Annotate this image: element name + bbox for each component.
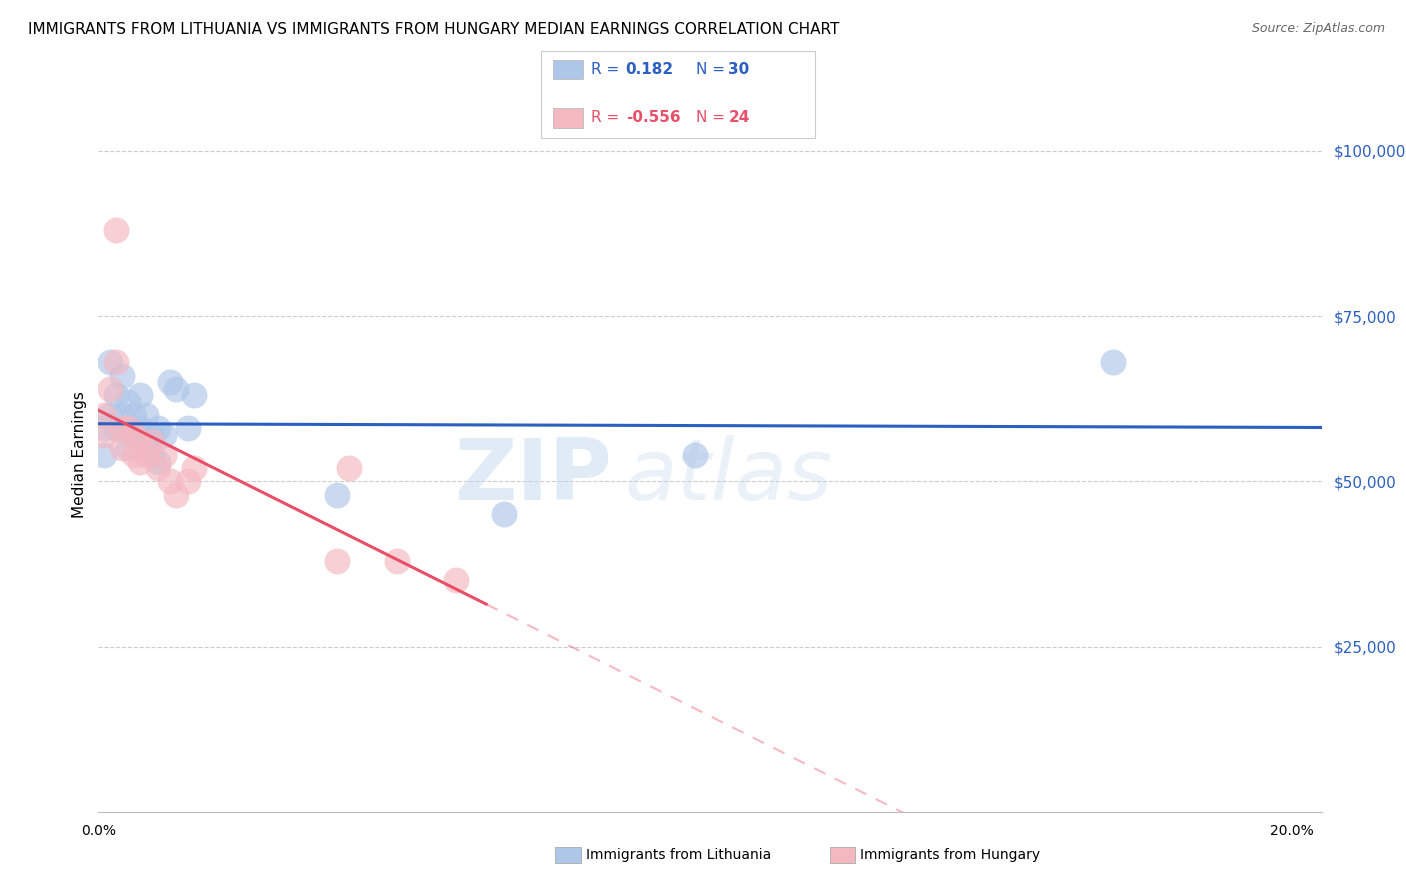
- Point: [385, 554, 408, 568]
- Point: [159, 376, 181, 390]
- Point: [165, 382, 187, 396]
- Point: [326, 487, 349, 501]
- Text: R =: R =: [591, 111, 624, 125]
- Point: [93, 448, 115, 462]
- Point: [98, 355, 121, 369]
- Point: [122, 409, 145, 423]
- Point: [111, 409, 134, 423]
- Point: [117, 442, 139, 456]
- Point: [129, 454, 152, 468]
- Point: [183, 461, 205, 475]
- Point: [153, 448, 176, 462]
- Point: [129, 421, 152, 435]
- Point: [141, 448, 163, 462]
- Point: [494, 508, 516, 522]
- Point: [141, 428, 163, 442]
- Point: [111, 421, 134, 435]
- Point: [122, 428, 145, 442]
- Point: [93, 421, 115, 435]
- Text: Immigrants from Lithuania: Immigrants from Lithuania: [586, 848, 772, 863]
- Text: ZIP: ZIP: [454, 434, 612, 518]
- Point: [326, 554, 349, 568]
- Point: [93, 409, 115, 423]
- Point: [122, 448, 145, 462]
- Point: [683, 448, 706, 462]
- Point: [117, 421, 139, 435]
- Point: [446, 574, 468, 588]
- Text: N =: N =: [696, 62, 730, 77]
- Point: [122, 428, 145, 442]
- Point: [135, 409, 157, 423]
- Text: Immigrants from Hungary: Immigrants from Hungary: [860, 848, 1040, 863]
- Point: [177, 475, 200, 489]
- Text: IMMIGRANTS FROM LITHUANIA VS IMMIGRANTS FROM HUNGARY MEDIAN EARNINGS CORRELATION: IMMIGRANTS FROM LITHUANIA VS IMMIGRANTS …: [28, 22, 839, 37]
- Point: [183, 388, 205, 402]
- Point: [105, 355, 128, 369]
- Point: [146, 461, 169, 475]
- Text: N =: N =: [696, 111, 730, 125]
- Point: [105, 388, 128, 402]
- Point: [129, 388, 152, 402]
- Point: [141, 434, 163, 449]
- Point: [129, 434, 152, 449]
- Point: [117, 421, 139, 435]
- Point: [98, 382, 121, 396]
- Point: [111, 442, 134, 456]
- Point: [337, 461, 360, 475]
- Y-axis label: Median Earnings: Median Earnings: [72, 392, 87, 518]
- Point: [135, 448, 157, 462]
- Point: [135, 434, 157, 449]
- Point: [117, 395, 139, 409]
- Point: [105, 223, 128, 237]
- Point: [177, 421, 200, 435]
- Text: R =: R =: [591, 62, 624, 77]
- Text: 24: 24: [728, 111, 749, 125]
- Point: [105, 421, 128, 435]
- Text: -0.556: -0.556: [626, 111, 681, 125]
- Point: [159, 475, 181, 489]
- Point: [93, 428, 115, 442]
- Text: Source: ZipAtlas.com: Source: ZipAtlas.com: [1251, 22, 1385, 36]
- Text: 0.182: 0.182: [626, 62, 673, 77]
- Point: [165, 487, 187, 501]
- Point: [111, 368, 134, 383]
- Text: atlas: atlas: [624, 434, 832, 518]
- Point: [153, 428, 176, 442]
- Point: [98, 409, 121, 423]
- Point: [1101, 355, 1123, 369]
- Text: 30: 30: [728, 62, 749, 77]
- Point: [146, 454, 169, 468]
- Point: [146, 421, 169, 435]
